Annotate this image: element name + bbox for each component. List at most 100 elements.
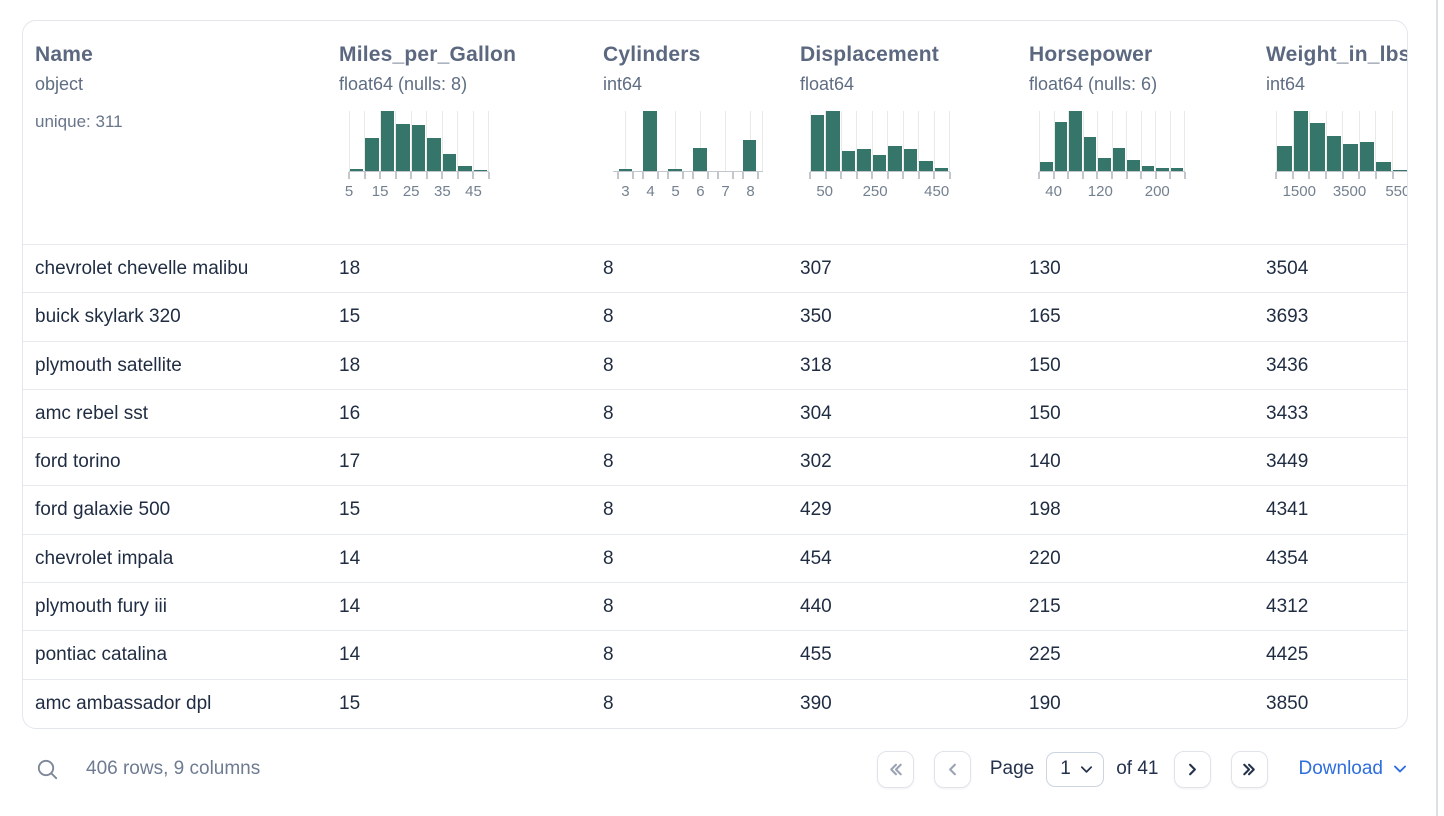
table-row: amc rebel sst 16 8 304 150 3433 <box>23 390 1407 439</box>
table-cell-hp: 150 <box>1029 402 1061 424</box>
download-button[interactable]: Download <box>1299 758 1409 780</box>
axis-tick-label: 7 <box>721 183 730 200</box>
histogram-bin <box>1082 111 1098 171</box>
histogram-axis-labels: 50 250 450 <box>810 182 950 202</box>
axis-tick-label: 3500 <box>1332 183 1367 200</box>
histogram-bar <box>1359 141 1375 171</box>
axis-tick <box>456 172 459 179</box>
histogram-weight-in-lbs[interactable]: 1500 3500 5500 <box>1275 111 1407 202</box>
column-header-miles-per-gallon: Miles_per_Gallon float64 (nulls: 8) 5 15 2… <box>339 21 603 244</box>
table-cell-disp: 455 <box>800 644 832 666</box>
axis-tick <box>1325 172 1327 179</box>
histogram-miles-per-gallon[interactable]: 5 15 25 35 45 <box>345 111 490 202</box>
chevron-left-icon <box>943 760 962 779</box>
table-row: chevrolet impala 14 8 454 220 4354 <box>23 535 1407 584</box>
histogram-bin <box>441 111 457 171</box>
column-title: Weight_in_lbs <box>1266 43 1408 66</box>
histogram-bar <box>411 124 426 171</box>
table-cell-hp: 140 <box>1029 451 1061 473</box>
column-title: Name <box>35 43 93 66</box>
axis-tick <box>871 172 874 179</box>
axis-tick <box>840 172 843 179</box>
histogram-plot <box>1039 111 1185 171</box>
table-cell-hp: 198 <box>1029 499 1061 521</box>
histogram-bin <box>1126 111 1141 171</box>
column-type: float64 (nulls: 8) <box>339 74 468 94</box>
column-header-displacement: Displacement float64 50 250 450 <box>800 21 1029 244</box>
table-cell-hp: 225 <box>1029 644 1061 666</box>
axis-tick <box>1081 172 1084 179</box>
column-type: int64 <box>603 74 643 94</box>
histogram-bar <box>1376 162 1391 171</box>
table-header: Name object unique: 311 Miles_per_Gallon… <box>23 21 1407 245</box>
previous-page-button[interactable] <box>933 750 971 788</box>
axis-tick <box>632 172 634 179</box>
next-page-button[interactable] <box>1173 750 1211 788</box>
axis-tick-label: 1500 <box>1282 183 1316 200</box>
histogram-bar <box>442 153 457 171</box>
histogram-axis <box>348 171 490 179</box>
histogram-horsepower[interactable]: 40 120 200 <box>1038 111 1186 202</box>
axis-tick <box>1375 172 1377 179</box>
table-row: plymouth satellite 18 8 318 150 3436 <box>23 342 1407 390</box>
table-cell-weight: 3433 <box>1266 402 1309 424</box>
histogram-bin <box>1375 111 1392 171</box>
histogram-bin <box>887 111 902 171</box>
histogram-bar <box>643 111 658 171</box>
column-header-horsepower: Horsepower float64 (nulls: 6) 40 120 200 <box>1029 21 1266 244</box>
histogram-axis <box>613 171 763 179</box>
histogram-bar <box>1112 148 1125 171</box>
axis-tick <box>667 172 669 179</box>
histogram-bar <box>1310 123 1325 171</box>
page-number-value: 1 <box>1060 758 1071 779</box>
axis-tick <box>1052 172 1055 179</box>
histogram-bin <box>1169 111 1185 171</box>
histogram-bin <box>902 111 918 171</box>
histogram-bar <box>742 139 757 171</box>
table-cell-name: amc ambassador dpl <box>35 692 212 714</box>
row-count-text: 406 rows, 9 columns <box>86 758 261 779</box>
table-row: chevrolet chevelle malibu 18 8 307 130 3504 <box>23 245 1407 294</box>
first-page-button[interactable] <box>876 750 914 788</box>
table-cell-weight: 4354 <box>1266 547 1309 569</box>
axis-tick <box>886 172 889 179</box>
footer-summary: 406 rows, 9 columns <box>22 758 260 781</box>
axis-tick-label: 3 <box>621 183 630 200</box>
double-chevron-left-icon <box>886 760 905 779</box>
histogram-bar <box>380 111 395 171</box>
histogram-axis <box>1038 171 1186 179</box>
last-page-button[interactable] <box>1230 750 1268 788</box>
table-cell-weight: 3449 <box>1266 451 1309 473</box>
table-cell-disp: 302 <box>800 451 832 473</box>
table-cell-weight: 3436 <box>1266 354 1309 376</box>
axis-tick <box>425 172 428 179</box>
table-cell-disp: 390 <box>800 692 832 714</box>
axis-tick <box>855 172 858 179</box>
histogram-bin <box>1276 111 1293 171</box>
table-cell-mpg: 18 <box>339 354 361 376</box>
axis-tick <box>379 172 382 179</box>
histogram-bar <box>888 145 902 171</box>
axis-tick <box>657 172 659 179</box>
histogram-bar <box>1392 169 1407 171</box>
axis-tick <box>1275 172 1277 179</box>
table-cell-name: chevrolet chevelle malibu <box>35 258 249 279</box>
axis-tick-label: 5 <box>344 183 354 200</box>
table-row: buick skylark 320 15 8 350 165 3693 <box>23 293 1407 342</box>
histogram-displacement[interactable]: 50 250 450 <box>809 111 951 202</box>
table-row: plymouth fury iii 14 8 440 215 4312 <box>23 583 1407 632</box>
search-icon[interactable] <box>36 758 59 781</box>
download-label: Download <box>1298 758 1384 779</box>
table-cell-hp: 165 <box>1029 306 1061 328</box>
histogram-bin <box>1309 111 1326 171</box>
axis-tick <box>472 172 475 179</box>
histogram-bin <box>1155 111 1170 171</box>
axis-tick-label: 200 <box>1144 183 1170 200</box>
axis-tick-label: 25 <box>402 183 420 200</box>
axis-tick <box>1184 172 1186 179</box>
page-number-select[interactable]: 1 <box>1046 751 1105 787</box>
table-cell-hp: 130 <box>1029 258 1061 279</box>
histogram-bar <box>811 115 825 171</box>
